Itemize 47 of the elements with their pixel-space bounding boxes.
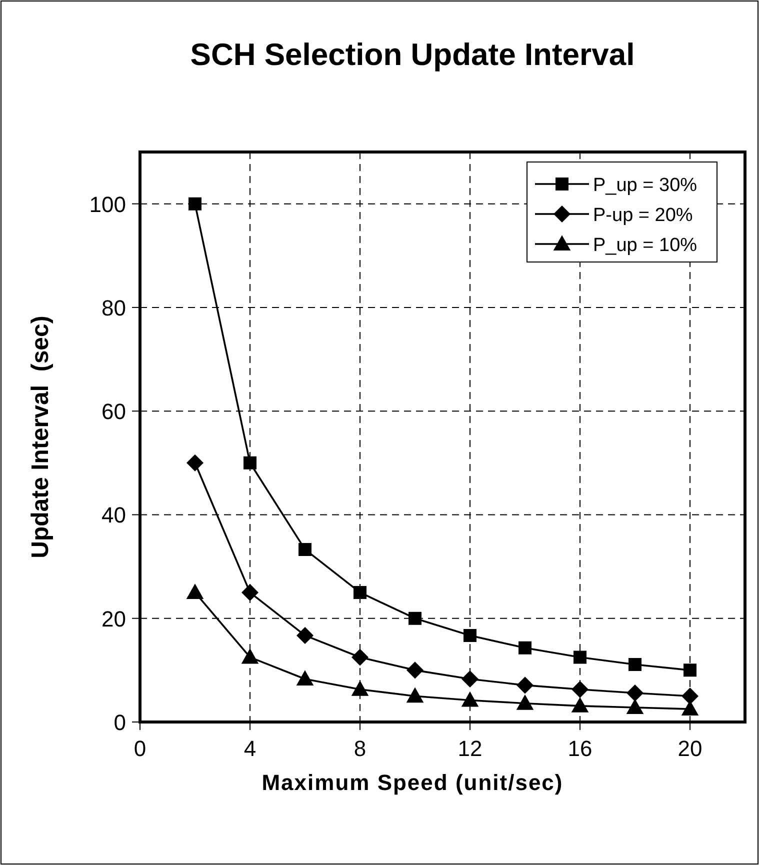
point bbox=[464, 628, 476, 642]
point bbox=[296, 627, 314, 644]
point bbox=[244, 456, 256, 470]
chart-title: SCH Selection Update Interval bbox=[190, 37, 635, 72]
point bbox=[516, 695, 534, 710]
x-tick-label: 16 bbox=[568, 736, 592, 761]
point bbox=[242, 584, 258, 601]
legend-label: P_up = 10% bbox=[593, 235, 698, 256]
point bbox=[682, 688, 698, 704]
legend-label: P-up = 20% bbox=[593, 205, 693, 226]
y-tick-label: 20 bbox=[102, 606, 126, 632]
point bbox=[462, 670, 478, 688]
x-tick-label: 20 bbox=[678, 736, 702, 761]
x-tick-label: 12 bbox=[458, 736, 482, 761]
point bbox=[186, 584, 204, 599]
point bbox=[516, 676, 534, 694]
point bbox=[574, 650, 586, 664]
point bbox=[462, 692, 478, 707]
point bbox=[626, 699, 644, 714]
point bbox=[352, 648, 368, 666]
y-tick-label: 0 bbox=[114, 710, 126, 735]
x-axis-title: Maximum Speed (unit/sec) bbox=[262, 770, 564, 795]
x-tick-label: 0 bbox=[134, 736, 146, 761]
y-tick-label: 60 bbox=[102, 399, 126, 424]
point bbox=[242, 648, 258, 664]
point bbox=[408, 612, 422, 625]
point bbox=[572, 681, 588, 698]
point bbox=[188, 197, 202, 210]
point bbox=[406, 662, 424, 678]
y-axis-title: Update Interval (sec) bbox=[27, 316, 54, 558]
point bbox=[186, 454, 204, 472]
point bbox=[684, 664, 696, 677]
point bbox=[296, 670, 314, 686]
legend-label: P_up = 30% bbox=[593, 175, 698, 196]
point bbox=[518, 641, 532, 654]
y-tick-label: 80 bbox=[102, 295, 126, 320]
point bbox=[572, 698, 588, 712]
point bbox=[406, 688, 424, 703]
point bbox=[298, 542, 312, 556]
point bbox=[626, 684, 644, 702]
point bbox=[354, 586, 366, 599]
point bbox=[352, 681, 368, 696]
x-tick-label: 4 bbox=[244, 736, 256, 761]
y-tick-label: 100 bbox=[89, 192, 126, 217]
x-tick-label: 8 bbox=[354, 736, 366, 761]
point bbox=[628, 658, 642, 671]
y-tick-label: 40 bbox=[102, 502, 126, 528]
